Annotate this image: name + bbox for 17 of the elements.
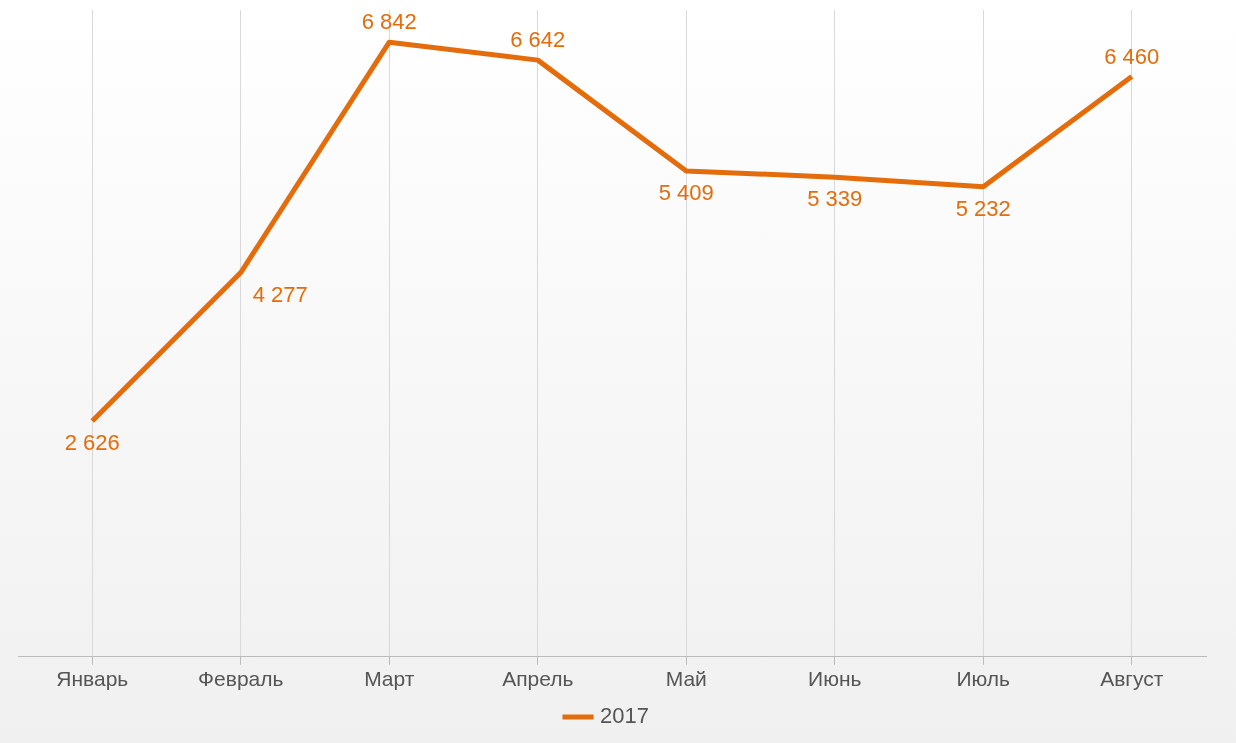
data-label: 6 460 [1104,43,1160,69]
x-tick-label: Июль [956,667,1011,691]
x-tick-label: Май [665,667,707,691]
data-label: 5 339 [807,186,863,212]
data-label: 5 409 [658,179,714,205]
data-label: 6 642 [510,27,566,53]
legend-label: 2017 [600,703,649,729]
x-tick-label: Август [1100,667,1164,691]
data-label: 2 626 [64,429,120,455]
data-label: 5 232 [955,195,1011,221]
x-tick-label: Март [364,667,415,691]
x-tick-label: Январь [56,667,129,691]
data-label: 6 842 [361,9,417,35]
x-tick-label: Июнь [808,667,862,691]
x-tick-label: Февраль [198,667,284,691]
data-label: 4 277 [252,281,308,307]
x-tick-label: Апрель [502,667,574,691]
